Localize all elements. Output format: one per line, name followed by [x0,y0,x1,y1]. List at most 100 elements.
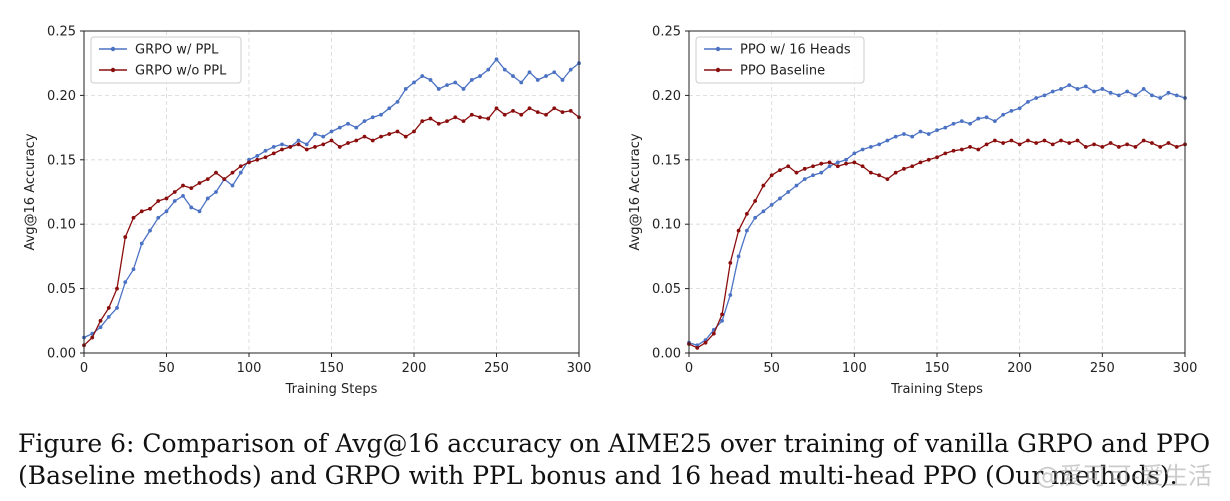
data-point [1100,87,1105,91]
data-point [296,138,301,143]
data-point [976,147,981,152]
data-point [337,145,342,149]
data-point [329,138,334,143]
data-point [395,129,400,134]
data-point [720,312,724,317]
y-tick-label: 0.05 [652,282,681,297]
data-point [106,315,111,319]
data-point [403,87,408,91]
data-point [172,190,177,194]
data-point [412,80,416,85]
data-point [511,74,515,78]
data-point [1001,141,1006,145]
data-point [976,116,981,121]
data-point [1174,93,1179,98]
data-point [436,87,441,91]
data-point [271,145,276,149]
data-point [535,78,540,82]
data-point [1150,141,1154,145]
data-point [1067,141,1072,145]
data-point [478,115,482,120]
data-point [205,177,210,182]
data-point [387,132,392,136]
data-point [1092,142,1096,147]
data-point [860,164,865,169]
data-point [288,145,293,149]
data-point [494,106,499,111]
legend-swatch-marker [110,67,116,73]
data-point [362,134,367,139]
data-point [230,183,235,188]
data-point [379,134,383,139]
data-point [910,164,915,169]
data-point [1083,145,1088,149]
data-point [420,74,425,78]
data-point [992,119,997,124]
y-tick-label: 0.10 [652,218,681,233]
y-tick-label: 0.25 [652,25,681,40]
data-point [736,228,741,233]
data-point [337,125,342,130]
data-point [189,205,194,210]
data-point [461,87,466,91]
data-point [1067,83,1072,87]
data-point [214,170,218,175]
data-point [1166,90,1171,95]
data-point [1075,138,1080,143]
data-point [321,134,326,139]
legend-label: PPO w/ 16 Heads [740,43,851,58]
data-point [1092,89,1096,94]
data-point [827,160,832,165]
data-point [568,108,573,113]
y-tick-label: 0.25 [47,25,76,40]
data-point [1009,138,1014,143]
x-tick-label: 0 [80,361,88,376]
data-point [893,134,898,139]
data-point [428,116,433,121]
data-point [214,190,218,194]
data-point [819,161,824,166]
data-point [313,132,317,136]
data-point [106,306,111,310]
data-point [943,125,948,130]
data-point [568,67,573,72]
data-point [868,170,873,175]
data-point [992,138,997,143]
data-point [486,116,491,121]
data-point [819,170,824,175]
legend-label: GRPO w/ PPL [135,43,219,58]
data-point [115,286,119,291]
data-point [910,134,915,139]
y-tick-label: 0.15 [652,153,681,168]
data-point [711,331,716,336]
data-point [222,177,227,182]
data-point [469,78,474,82]
data-point [794,170,799,175]
x-tick-label: 250 [1090,361,1115,376]
data-point [943,151,948,156]
x-tick-label: 300 [1173,361,1198,376]
data-point [926,157,931,162]
data-point [1100,145,1105,149]
data-point [860,147,865,152]
x-tick-label: 200 [402,361,427,376]
data-point [552,106,557,111]
data-point [346,141,350,145]
data-point [172,199,177,203]
data-point [535,110,540,115]
data-point [695,345,700,350]
data-point [494,57,499,62]
data-point [1042,93,1047,98]
data-point [902,132,906,136]
data-point [313,145,317,149]
data-point [230,170,235,175]
data-point [786,190,791,194]
legend-swatch-marker [715,67,721,73]
data-point [255,157,260,162]
data-point [123,235,128,239]
data-point [753,215,758,220]
legend-label: GRPO w/o PPL [135,64,227,79]
data-point [189,186,194,191]
data-point [280,142,284,147]
data-point [885,177,890,182]
